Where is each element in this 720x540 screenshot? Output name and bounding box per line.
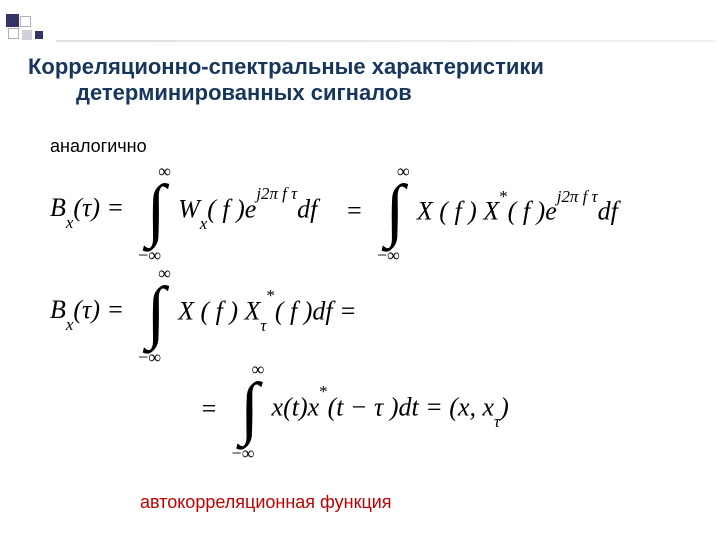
integral-sign: ∞ ∫ −∞: [136, 172, 176, 250]
eq-sym: ( f )df =: [275, 296, 357, 325]
eq-sup: *: [266, 286, 274, 305]
decor-square: [20, 16, 31, 27]
eq-sym: df: [598, 197, 618, 226]
eq-sym: x(t)x: [272, 392, 320, 421]
equation-row-1: Bx(τ) = ∞ ∫ −∞ Wx( f )ej2π f τdf = ∞ ∫ −…: [50, 172, 670, 250]
eq-sym: W: [178, 194, 200, 223]
limit-bottom: −∞: [138, 348, 161, 366]
eq-sup: j2π f τ: [557, 187, 598, 206]
eq-sym: ( f )e: [508, 197, 557, 226]
eq-sym: (τ) =: [73, 193, 124, 222]
eq-sub: τ: [260, 316, 266, 335]
eq-sup: *: [319, 382, 327, 401]
integral-sign: ∞ ∫ −∞: [375, 172, 415, 250]
eq-sym: ): [500, 392, 509, 421]
limit-bottom: −∞: [232, 444, 255, 462]
equations: Bx(τ) = ∞ ∫ −∞ Wx( f )ej2π f τdf = ∞ ∫ −…: [50, 172, 670, 448]
title-line-2: детерминированных сигналов: [28, 80, 544, 106]
decor-square: [35, 31, 43, 39]
eq-sym: B: [50, 193, 66, 222]
integral-sign: ∞ ∫ −∞: [230, 370, 270, 448]
eq-sym: X ( f ) X: [178, 296, 260, 325]
eq-sym: (τ) =: [73, 295, 124, 324]
divider: [56, 40, 716, 42]
decor-square: [6, 14, 19, 27]
equation-row-3: = ∞ ∫ −∞ x(t)x*(t − τ )dt = (x, xτ): [50, 370, 670, 448]
eq-sym: (t − τ )dt = (x, x: [328, 392, 494, 421]
eq-sym: =: [200, 396, 218, 422]
eq-sym: ( f )e: [207, 194, 256, 223]
page-title: Корреляционно-спектральные характеристик…: [28, 54, 544, 107]
eq-sym: X ( f ) X: [417, 197, 499, 226]
limit-bottom: −∞: [377, 246, 400, 264]
eq-sup: *: [499, 187, 507, 206]
eq-sub: τ: [494, 412, 500, 431]
eq-sym: B: [50, 295, 66, 324]
footer-label: автокорреляционная функция: [140, 492, 392, 513]
limit-bottom: −∞: [138, 246, 161, 264]
eq-sym: =: [345, 198, 363, 224]
decor-square: [8, 28, 19, 39]
eq-sub: x: [66, 315, 74, 334]
integral-sign: ∞ ∫ −∞: [136, 274, 176, 352]
label-analog: аналогично: [50, 136, 147, 157]
eq-sub: x: [200, 214, 208, 233]
decor-square: [22, 30, 32, 40]
title-line-1: Корреляционно-спектральные характеристик…: [28, 54, 544, 79]
equation-row-2: Bx(τ) = ∞ ∫ −∞ X ( f ) Xτ*( f )df =: [50, 274, 670, 352]
eq-sym: df: [297, 194, 317, 223]
eq-sup: j2π f τ: [256, 184, 297, 203]
eq-sub: x: [66, 213, 74, 232]
